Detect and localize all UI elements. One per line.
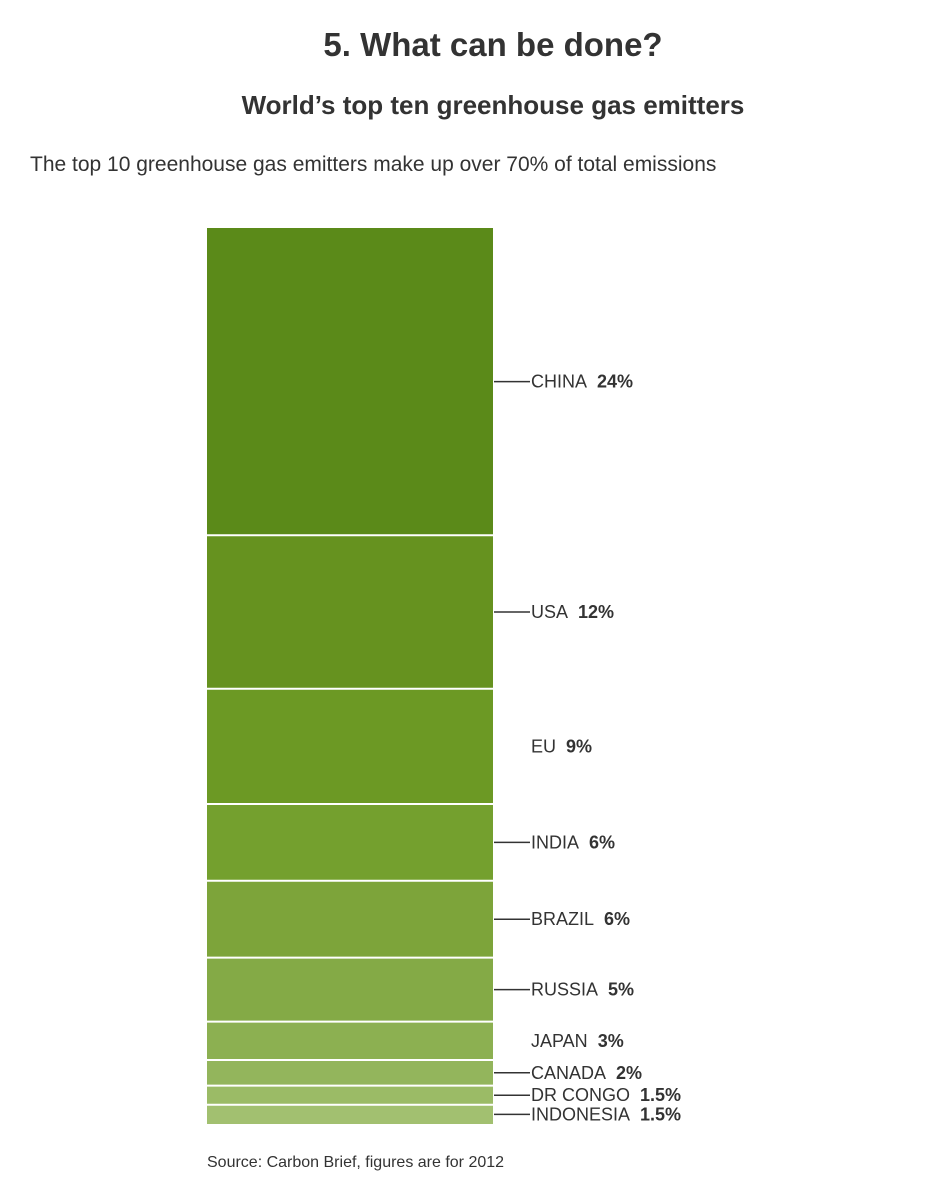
segment-china — [207, 228, 493, 536]
label-canada: CANADA 2% — [531, 1063, 642, 1083]
segment-russia — [207, 957, 493, 1022]
segment-dr-congo — [207, 1085, 493, 1105]
segment-separators — [207, 534, 493, 1106]
segment-india — [207, 804, 493, 881]
segment-labels: CHINA 24% USA 12% EU 9% INDIA 6% BRAZIL 6% RUSSIA 5… — [531, 372, 681, 1125]
leader-lines — [494, 380, 530, 1116]
label-japan: JAPAN 3% — [531, 1031, 624, 1051]
section-title: 5. What can be done? — [323, 26, 663, 63]
label-brazil: BRAZIL 6% — [531, 909, 630, 929]
category-label-russia: RUSSIA — [531, 980, 598, 1000]
category-label-india: INDIA — [531, 832, 579, 852]
label-china: CHINA 24% — [531, 372, 633, 392]
segment-eu — [207, 688, 493, 804]
category-label-canada: CANADA — [531, 1063, 606, 1083]
category-label-japan: JAPAN — [531, 1031, 588, 1051]
label-india: INDIA 6% — [531, 832, 615, 852]
value-label-canada: 2% — [616, 1063, 642, 1083]
label-russia: RUSSIA 5% — [531, 980, 634, 1000]
category-label-eu: EU — [531, 736, 556, 756]
label-eu: EU 9% — [531, 736, 592, 756]
value-label-eu: 9% — [566, 736, 592, 756]
segment-japan — [207, 1021, 493, 1060]
value-label-china: 24% — [597, 372, 633, 392]
value-label-japan: 3% — [598, 1031, 624, 1051]
label-usa: USA 12% — [531, 602, 614, 622]
segment-usa — [207, 535, 493, 689]
value-label-indonesia: 1.5% — [640, 1104, 681, 1124]
value-label-india: 6% — [589, 832, 615, 852]
value-label-usa: 12% — [578, 602, 614, 622]
chart-title: World’s top ten greenhouse gas emitters — [241, 90, 745, 120]
category-label-indonesia: INDONESIA — [531, 1104, 630, 1124]
value-label-brazil: 6% — [604, 909, 630, 929]
category-label-china: CHINA — [531, 372, 587, 392]
chart-subtitle: The top 10 greenhouse gas emitters make … — [30, 153, 717, 176]
category-label-brazil: BRAZIL — [531, 909, 594, 929]
source-note: Source: Carbon Brief, figures are for 20… — [207, 1154, 505, 1171]
chart-segments — [207, 228, 493, 1124]
segment-canada — [207, 1060, 493, 1086]
segment-indonesia — [207, 1104, 493, 1124]
value-label-russia: 5% — [608, 980, 634, 1000]
label-indonesia: INDONESIA 1.5% — [531, 1104, 681, 1124]
segment-brazil — [207, 880, 493, 958]
value-label-dr-congo: 1.5% — [640, 1085, 681, 1105]
label-dr-congo: DR CONGO 1.5% — [531, 1085, 681, 1105]
category-label-usa: USA — [531, 602, 568, 622]
category-label-dr-congo: DR CONGO — [531, 1085, 630, 1105]
